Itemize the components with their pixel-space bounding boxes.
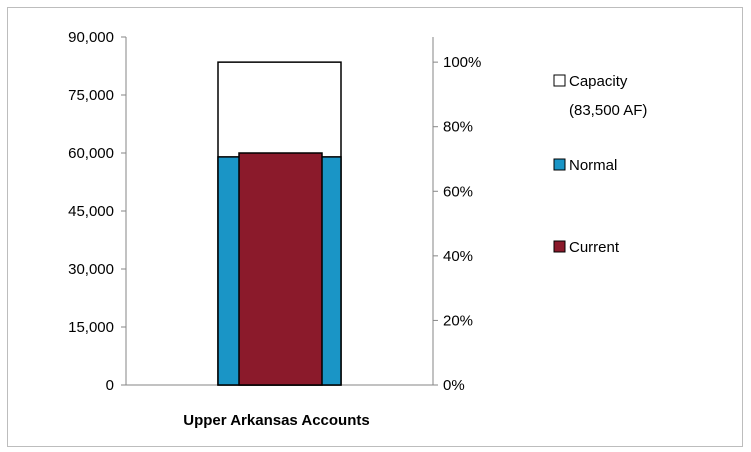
legend-label-current: Current — [569, 239, 620, 256]
legend-swatch-capacity — [553, 74, 566, 87]
legend-label-normal: Normal — [569, 157, 617, 174]
y-tick-label: 90,000 — [68, 29, 114, 46]
chart-frame — [7, 7, 743, 447]
legend-label-capacity-detail: (83,500 AF) — [569, 102, 647, 119]
y2-tick-label: 40% — [443, 248, 473, 265]
y-tick-label: 0 — [106, 377, 114, 394]
legend-swatch-normal — [553, 158, 566, 171]
y2-tick-label: 0% — [443, 377, 465, 394]
legend-swatch-current — [553, 240, 566, 253]
y-tick-label: 75,000 — [68, 87, 114, 104]
y-tick-label: 15,000 — [68, 319, 114, 336]
y2-tick-label: 60% — [443, 183, 473, 200]
y2-tick-label: 20% — [443, 312, 473, 329]
y-tick-label: 60,000 — [68, 145, 114, 162]
y-tick-label: 45,000 — [68, 203, 114, 220]
y-tick-label: 30,000 — [68, 261, 114, 278]
y2-tick-label: 100% — [443, 54, 481, 71]
legend-label-capacity: Capacity — [569, 73, 628, 90]
bar-current — [238, 152, 323, 386]
category-label: Upper Arkansas Accounts — [183, 412, 369, 429]
y2-tick-label: 80% — [443, 119, 473, 136]
